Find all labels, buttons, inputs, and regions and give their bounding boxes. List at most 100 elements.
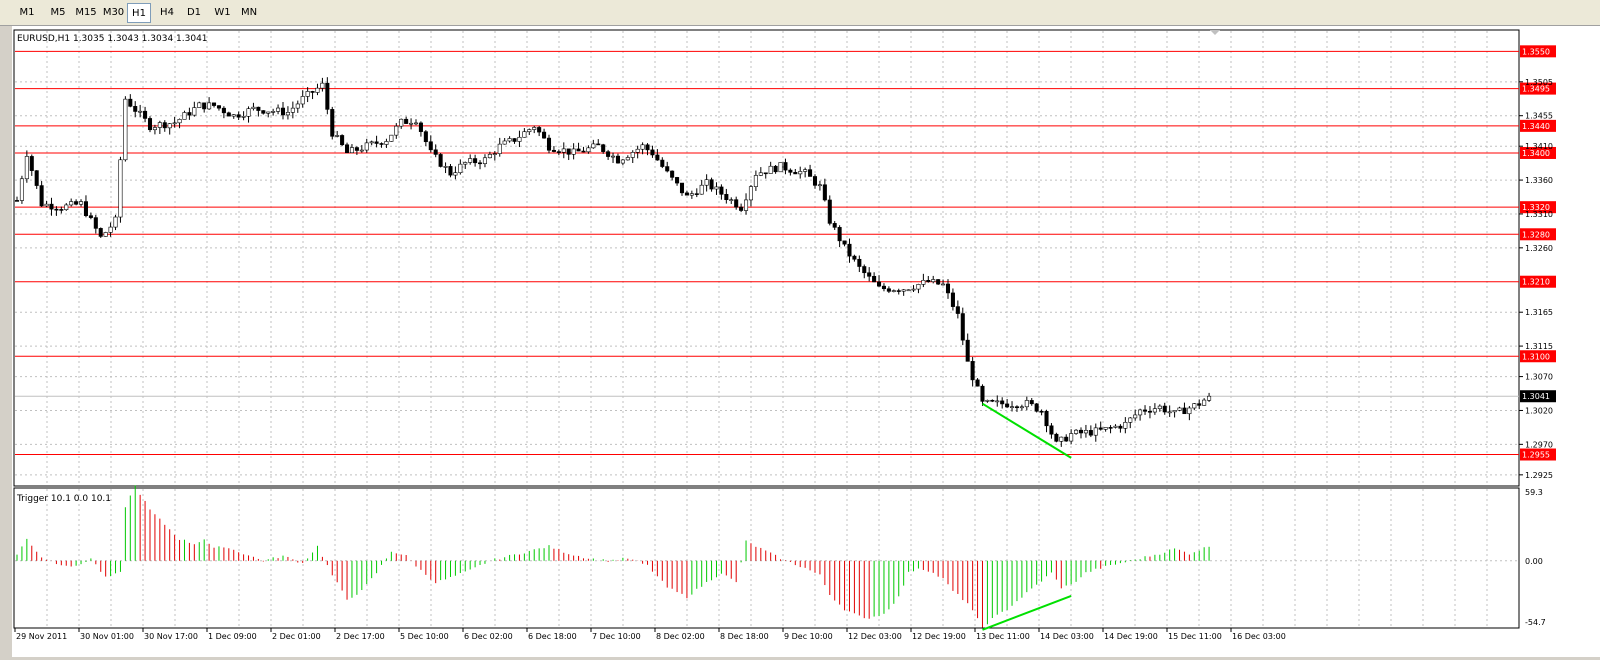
candle-body xyxy=(1054,433,1059,442)
level-label-bg xyxy=(1520,82,1556,95)
candle-body xyxy=(615,155,620,164)
candle-body xyxy=(980,385,985,402)
chart-canvas[interactable]: 1.3550 1.3495 1.3440 1.3400 1.3320 1.3280 1.32… xyxy=(12,26,1600,657)
price-tick-label: 1.3165 xyxy=(1525,308,1553,317)
candle-body xyxy=(438,154,443,167)
candle-body xyxy=(1197,403,1202,406)
candle-body xyxy=(837,227,842,242)
candle-body xyxy=(576,148,581,152)
level-label-bg xyxy=(1520,275,1556,288)
timeframe-m30-button[interactable]: M30 xyxy=(102,7,125,18)
candle-body xyxy=(724,194,729,200)
candle-body xyxy=(620,159,625,164)
candle-body xyxy=(955,306,960,314)
level-label: 1.2955 xyxy=(1522,451,1550,460)
price-tick-label: 1.3070 xyxy=(1525,373,1553,382)
candle-body xyxy=(34,170,39,186)
candle-body xyxy=(1093,427,1098,436)
candle-body xyxy=(172,122,177,125)
indicator-tick-label: -54.7 xyxy=(1525,618,1546,627)
timeframe-w1-button[interactable]: W1 xyxy=(214,7,231,18)
candle-body xyxy=(886,288,891,292)
candle-body xyxy=(221,107,226,114)
candle-body xyxy=(147,118,153,131)
candle-body xyxy=(251,106,256,109)
candle-body xyxy=(655,154,660,161)
candle-body xyxy=(216,105,221,109)
candle-body xyxy=(492,153,497,155)
candle-body xyxy=(497,143,502,154)
chart-shift-icon[interactable] xyxy=(1210,30,1220,35)
time-tick-label: 2 Dec 01:00 xyxy=(272,632,321,641)
candle-body xyxy=(236,114,241,118)
candle-body xyxy=(320,82,325,89)
candle-body xyxy=(778,162,783,173)
candle-body xyxy=(546,137,552,151)
level-label-bg xyxy=(1520,350,1556,363)
price-tick-label: 1.3505 xyxy=(1525,78,1553,87)
candle-body xyxy=(482,157,487,164)
candle-body xyxy=(349,147,354,154)
candle-body xyxy=(596,143,601,146)
candle-body xyxy=(177,119,182,124)
timeframe-h1-button[interactable]: H1 xyxy=(127,3,151,23)
level-label-bg xyxy=(1520,45,1556,58)
candle-body xyxy=(739,206,744,211)
candle-body xyxy=(788,169,793,173)
candle-body xyxy=(537,127,542,133)
candle-body xyxy=(1202,399,1207,406)
candle-body xyxy=(773,165,778,173)
candle-body xyxy=(330,109,335,137)
candle-body xyxy=(798,171,803,175)
candle-body xyxy=(345,144,350,154)
price-tick-label: 1.3020 xyxy=(1525,406,1553,415)
candle-body xyxy=(783,162,788,171)
candle-body xyxy=(684,192,689,196)
candle-body xyxy=(561,148,566,153)
level-label-bg xyxy=(1520,448,1556,461)
candle-body xyxy=(167,123,172,129)
candle-body xyxy=(1172,410,1177,413)
candle-body xyxy=(945,283,951,294)
candle-body xyxy=(1014,406,1019,409)
time-tick-label: 12 Dec 19:00 xyxy=(912,632,966,641)
price-axis: 1.3505 1.3455 1.3410 1.3360 1.3310 1.3260 1.31… xyxy=(1519,78,1553,480)
timeframe-d1-button[interactable]: D1 xyxy=(186,7,202,18)
chart-window[interactable]: 1.3550 1.3495 1.3440 1.3400 1.3320 1.3280 1.32… xyxy=(12,26,1600,657)
candle-body xyxy=(468,158,473,163)
indicator-grid xyxy=(15,489,1519,627)
price-trendline[interactable] xyxy=(981,402,1072,459)
candle-body xyxy=(69,201,74,206)
candle-body xyxy=(625,157,630,161)
candle-body xyxy=(1019,406,1024,409)
candle-body xyxy=(379,143,384,145)
trendlines xyxy=(981,402,1072,631)
candle-body xyxy=(1113,425,1118,428)
candle-body xyxy=(847,243,852,257)
timeframe-m15-button[interactable]: M15 xyxy=(75,7,97,18)
timeframe-mn-button[interactable]: MN xyxy=(240,7,258,18)
candle-body xyxy=(1143,409,1148,412)
candle-body xyxy=(374,141,379,144)
candle-body xyxy=(295,103,300,109)
candle-body xyxy=(527,129,532,133)
candle-body xyxy=(1123,422,1128,429)
indicator-header: Trigger 10.1 0.0 10.1 xyxy=(16,494,111,504)
indicator-trendline[interactable] xyxy=(982,594,1072,631)
candle-body xyxy=(709,179,714,190)
candle-body xyxy=(872,275,877,283)
time-tick-label: 29 Nov 2011 xyxy=(16,632,67,641)
timeframe-m5-button[interactable]: M5 xyxy=(50,7,66,18)
candle-body xyxy=(74,201,79,205)
candle-body xyxy=(271,111,276,113)
candle-body xyxy=(276,107,281,112)
candle-body xyxy=(601,144,606,152)
candle-body xyxy=(660,159,665,167)
candle-body xyxy=(1039,410,1044,413)
price-tick-label: 1.3115 xyxy=(1525,342,1553,351)
candle-body xyxy=(566,148,571,155)
timeframe-h4-button[interactable]: H4 xyxy=(160,7,174,18)
candle-body xyxy=(478,162,483,165)
candle-body xyxy=(881,285,886,290)
timeframe-m1-button[interactable]: M1 xyxy=(19,7,35,18)
